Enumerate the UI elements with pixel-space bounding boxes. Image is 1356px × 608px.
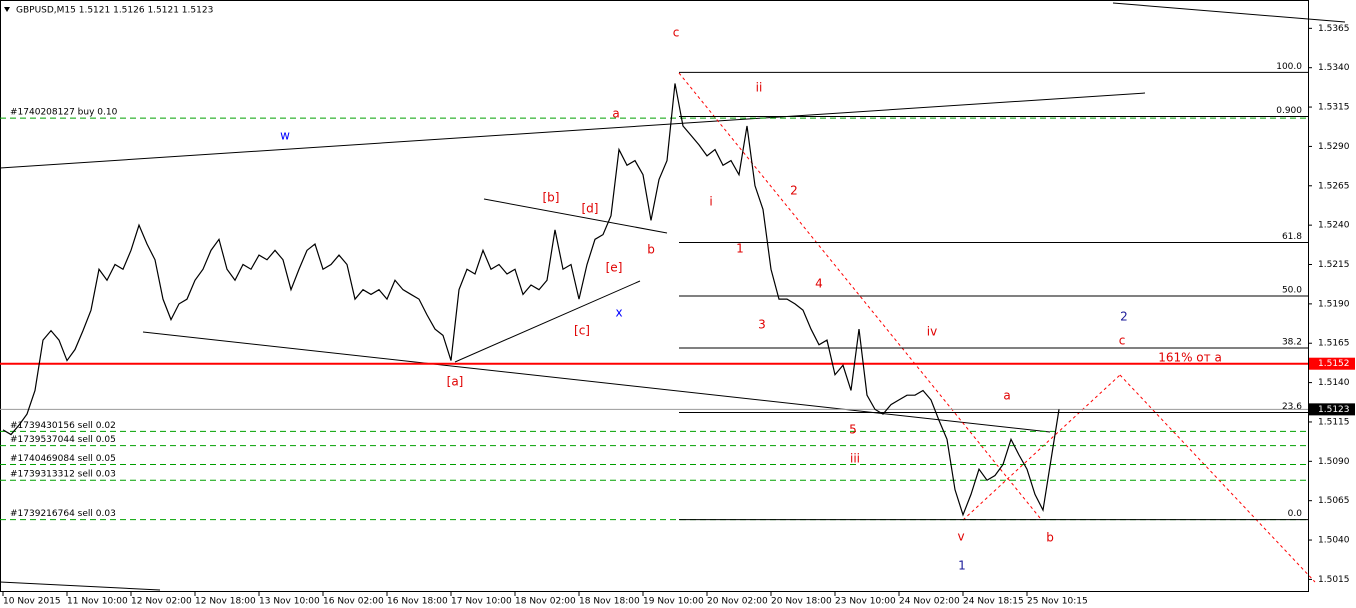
fib-label: 50.0 — [1282, 286, 1302, 296]
price-line-label: 1.5152 — [1318, 359, 1350, 369]
x-tick-label: 20 Nov 18:00 — [771, 597, 832, 607]
y-tick-label: 1.5315 — [1318, 103, 1350, 113]
last-price-label: 1.5123 — [1318, 405, 1350, 415]
x-tick-label: 12 Nov 18:00 — [195, 597, 256, 607]
wave-label: iv — [927, 325, 937, 339]
x-tick-label: 10 Nov 2015 — [3, 597, 61, 607]
wave-label: c — [1119, 334, 1126, 348]
chart-title: GBPUSD,M15 1.5121 1.5126 1.5121 1.5123 — [16, 6, 213, 16]
x-tick-label: 11 Nov 10:00 — [67, 597, 128, 607]
wave-label: 1 — [958, 559, 966, 573]
wave-label: a — [612, 107, 619, 121]
wave-label: ii — [756, 81, 763, 95]
x-tick-label: 16 Nov 18:00 — [387, 597, 448, 607]
wave-label: c — [673, 26, 680, 40]
y-tick-label: 1.5190 — [1318, 299, 1350, 309]
trend-line — [1112, 2, 1346, 23]
order-label: #1740469084 sell 0.05 — [10, 454, 116, 464]
projection-lines — [678, 72, 1316, 583]
x-tick-label: 18 Nov 02:00 — [515, 597, 576, 607]
x-tick-label: 18 Nov 18:00 — [579, 597, 640, 607]
plot-frame — [0, 0, 1309, 592]
y-tick-label: 1.5140 — [1318, 378, 1350, 388]
fib-label: 0.0 — [1288, 509, 1303, 519]
y-tick-label: 1.5090 — [1318, 457, 1350, 467]
trend-line — [0, 92, 1146, 169]
wave-label: a — [1003, 389, 1010, 403]
price-line-box — [1309, 357, 1355, 370]
x-tick-label: 19 Nov 10:00 — [643, 597, 704, 607]
trend-lines — [0, 2, 1346, 591]
order-label: #1739430156 sell 0.02 — [10, 421, 116, 431]
y-tick-label: 1.5365 — [1318, 24, 1350, 34]
y-tick-label: 1.5165 — [1318, 339, 1350, 349]
fib-label: 100.0 — [1276, 62, 1302, 72]
wave-label: 2 — [1120, 310, 1128, 324]
y-tick-label: 1.5240 — [1318, 221, 1350, 231]
trend-line — [483, 198, 668, 234]
y-tick-label: 1.5115 — [1318, 417, 1350, 427]
order-label: #1739537044 sell 0.05 — [10, 435, 116, 445]
wave-label: 161% от а — [1158, 351, 1222, 365]
trend-line — [142, 331, 1051, 433]
x-tick-label: 24 Nov 02:00 — [899, 597, 960, 607]
order-label: #1739313312 sell 0.03 — [10, 470, 116, 480]
wave-label: [c] — [574, 324, 590, 338]
wave-label: x — [615, 306, 622, 320]
x-tick-label: 24 Nov 18:15 — [963, 597, 1024, 607]
fib-label: 0.900 — [1276, 106, 1302, 116]
wave-label: v — [957, 530, 964, 544]
wave-label: i — [709, 195, 712, 209]
trend-line — [0, 581, 161, 591]
x-tick-label: 25 Nov 10:15 — [1027, 597, 1088, 607]
y-tick-label: 1.5015 — [1318, 575, 1350, 585]
price-line-series — [2, 83, 1060, 517]
y-tick-label: 1.5065 — [1318, 496, 1350, 506]
y-tick-label: 1.5265 — [1318, 181, 1350, 191]
x-tick-label: 23 Nov 10:00 — [835, 597, 896, 607]
fib-label: 61.8 — [1282, 232, 1302, 242]
order-label: #1739216764 sell 0.03 — [10, 509, 116, 519]
wave-label: b — [647, 243, 655, 257]
trend-line — [454, 280, 641, 363]
x-tick-label: 13 Nov 10:00 — [259, 597, 320, 607]
x-tick-label: 17 Nov 10:00 — [451, 597, 512, 607]
y-tick-label: 1.5040 — [1318, 536, 1350, 546]
wave-label: [e] — [606, 261, 623, 275]
wave-label: [b] — [543, 191, 560, 205]
wave-label: 4 — [815, 277, 823, 291]
x-tick-label: 12 Nov 02:00 — [131, 597, 192, 607]
wave-label: w — [280, 129, 290, 143]
y-tick-label: 1.5215 — [1318, 260, 1350, 270]
wave-label: [d] — [582, 202, 599, 216]
y-tick-label: 1.5340 — [1318, 63, 1350, 73]
wave-label: [a] — [447, 375, 464, 389]
x-tick-label: 16 Nov 02:00 — [323, 597, 384, 607]
fib-label: 23.6 — [1282, 402, 1302, 412]
y-tick-label: 1.5290 — [1318, 142, 1350, 152]
wave-label: b — [1046, 531, 1054, 545]
order-label: #1740208127 buy 0.10 — [10, 108, 118, 118]
wave-label: 2 — [790, 184, 798, 198]
menu-icon[interactable] — [4, 7, 10, 12]
wave-label: 1 — [736, 242, 744, 256]
projection-line — [1119, 374, 1316, 583]
last-price-box — [1309, 403, 1355, 416]
x-tick-label: 20 Nov 02:00 — [707, 597, 768, 607]
wave-label: 5 — [849, 423, 857, 437]
fib-label: 38.2 — [1282, 337, 1302, 347]
wave-label: iii — [850, 452, 860, 466]
wave-label: 3 — [758, 318, 766, 332]
